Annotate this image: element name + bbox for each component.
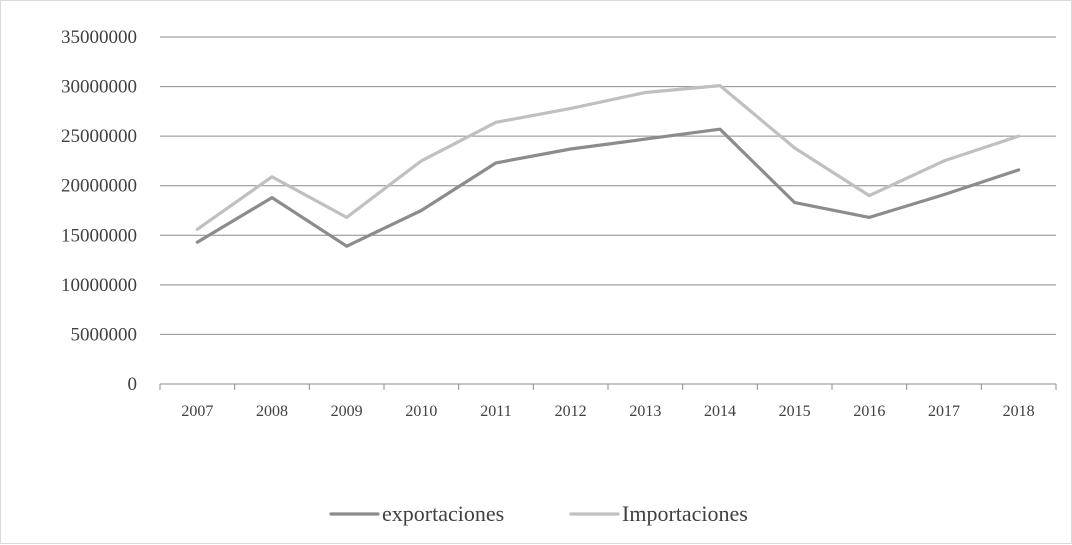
y-tick-label: 15000000	[61, 225, 137, 246]
x-tick-label: 2009	[331, 403, 363, 420]
x-tick-label: 2008	[256, 403, 288, 420]
y-tick-label: 25000000	[61, 126, 137, 147]
x-tick-label: 2015	[779, 403, 811, 420]
x-tick-label: 2018	[1003, 403, 1035, 420]
legend-label-importaciones: Importaciones	[622, 501, 748, 526]
y-tick-label: 0	[128, 374, 138, 395]
x-tick-label: 2010	[405, 403, 437, 420]
y-tick-label: 10000000	[61, 275, 137, 296]
x-tick-label: 2016	[853, 403, 885, 420]
y-tick-label: 35000000	[61, 27, 137, 48]
x-tick-label: 2014	[704, 403, 736, 420]
y-tick-label: 30000000	[61, 77, 137, 98]
series-line-exportaciones	[197, 129, 1018, 246]
y-axis-tick-labels: 0 5000000 10000000 15000000 20000000 25000000…	[61, 27, 137, 395]
x-axis-tick-labels: 2007 2008 2009 2010 2011 2012 2013 2014 2015 2016…	[181, 403, 1034, 420]
legend-label-exportaciones: exportaciones	[382, 501, 504, 526]
x-tick-label: 2011	[480, 403, 511, 420]
y-tick-label: 20000000	[61, 176, 137, 197]
series-lines	[197, 85, 1019, 246]
x-tick-label: 2012	[555, 403, 587, 420]
x-tick-label: 2007	[181, 403, 213, 420]
x-tick-label: 2013	[629, 403, 661, 420]
y-tick-label: 5000000	[71, 324, 138, 345]
legend: exportaciones Importaciones	[331, 501, 748, 526]
x-tick-label: 2017	[928, 403, 960, 420]
